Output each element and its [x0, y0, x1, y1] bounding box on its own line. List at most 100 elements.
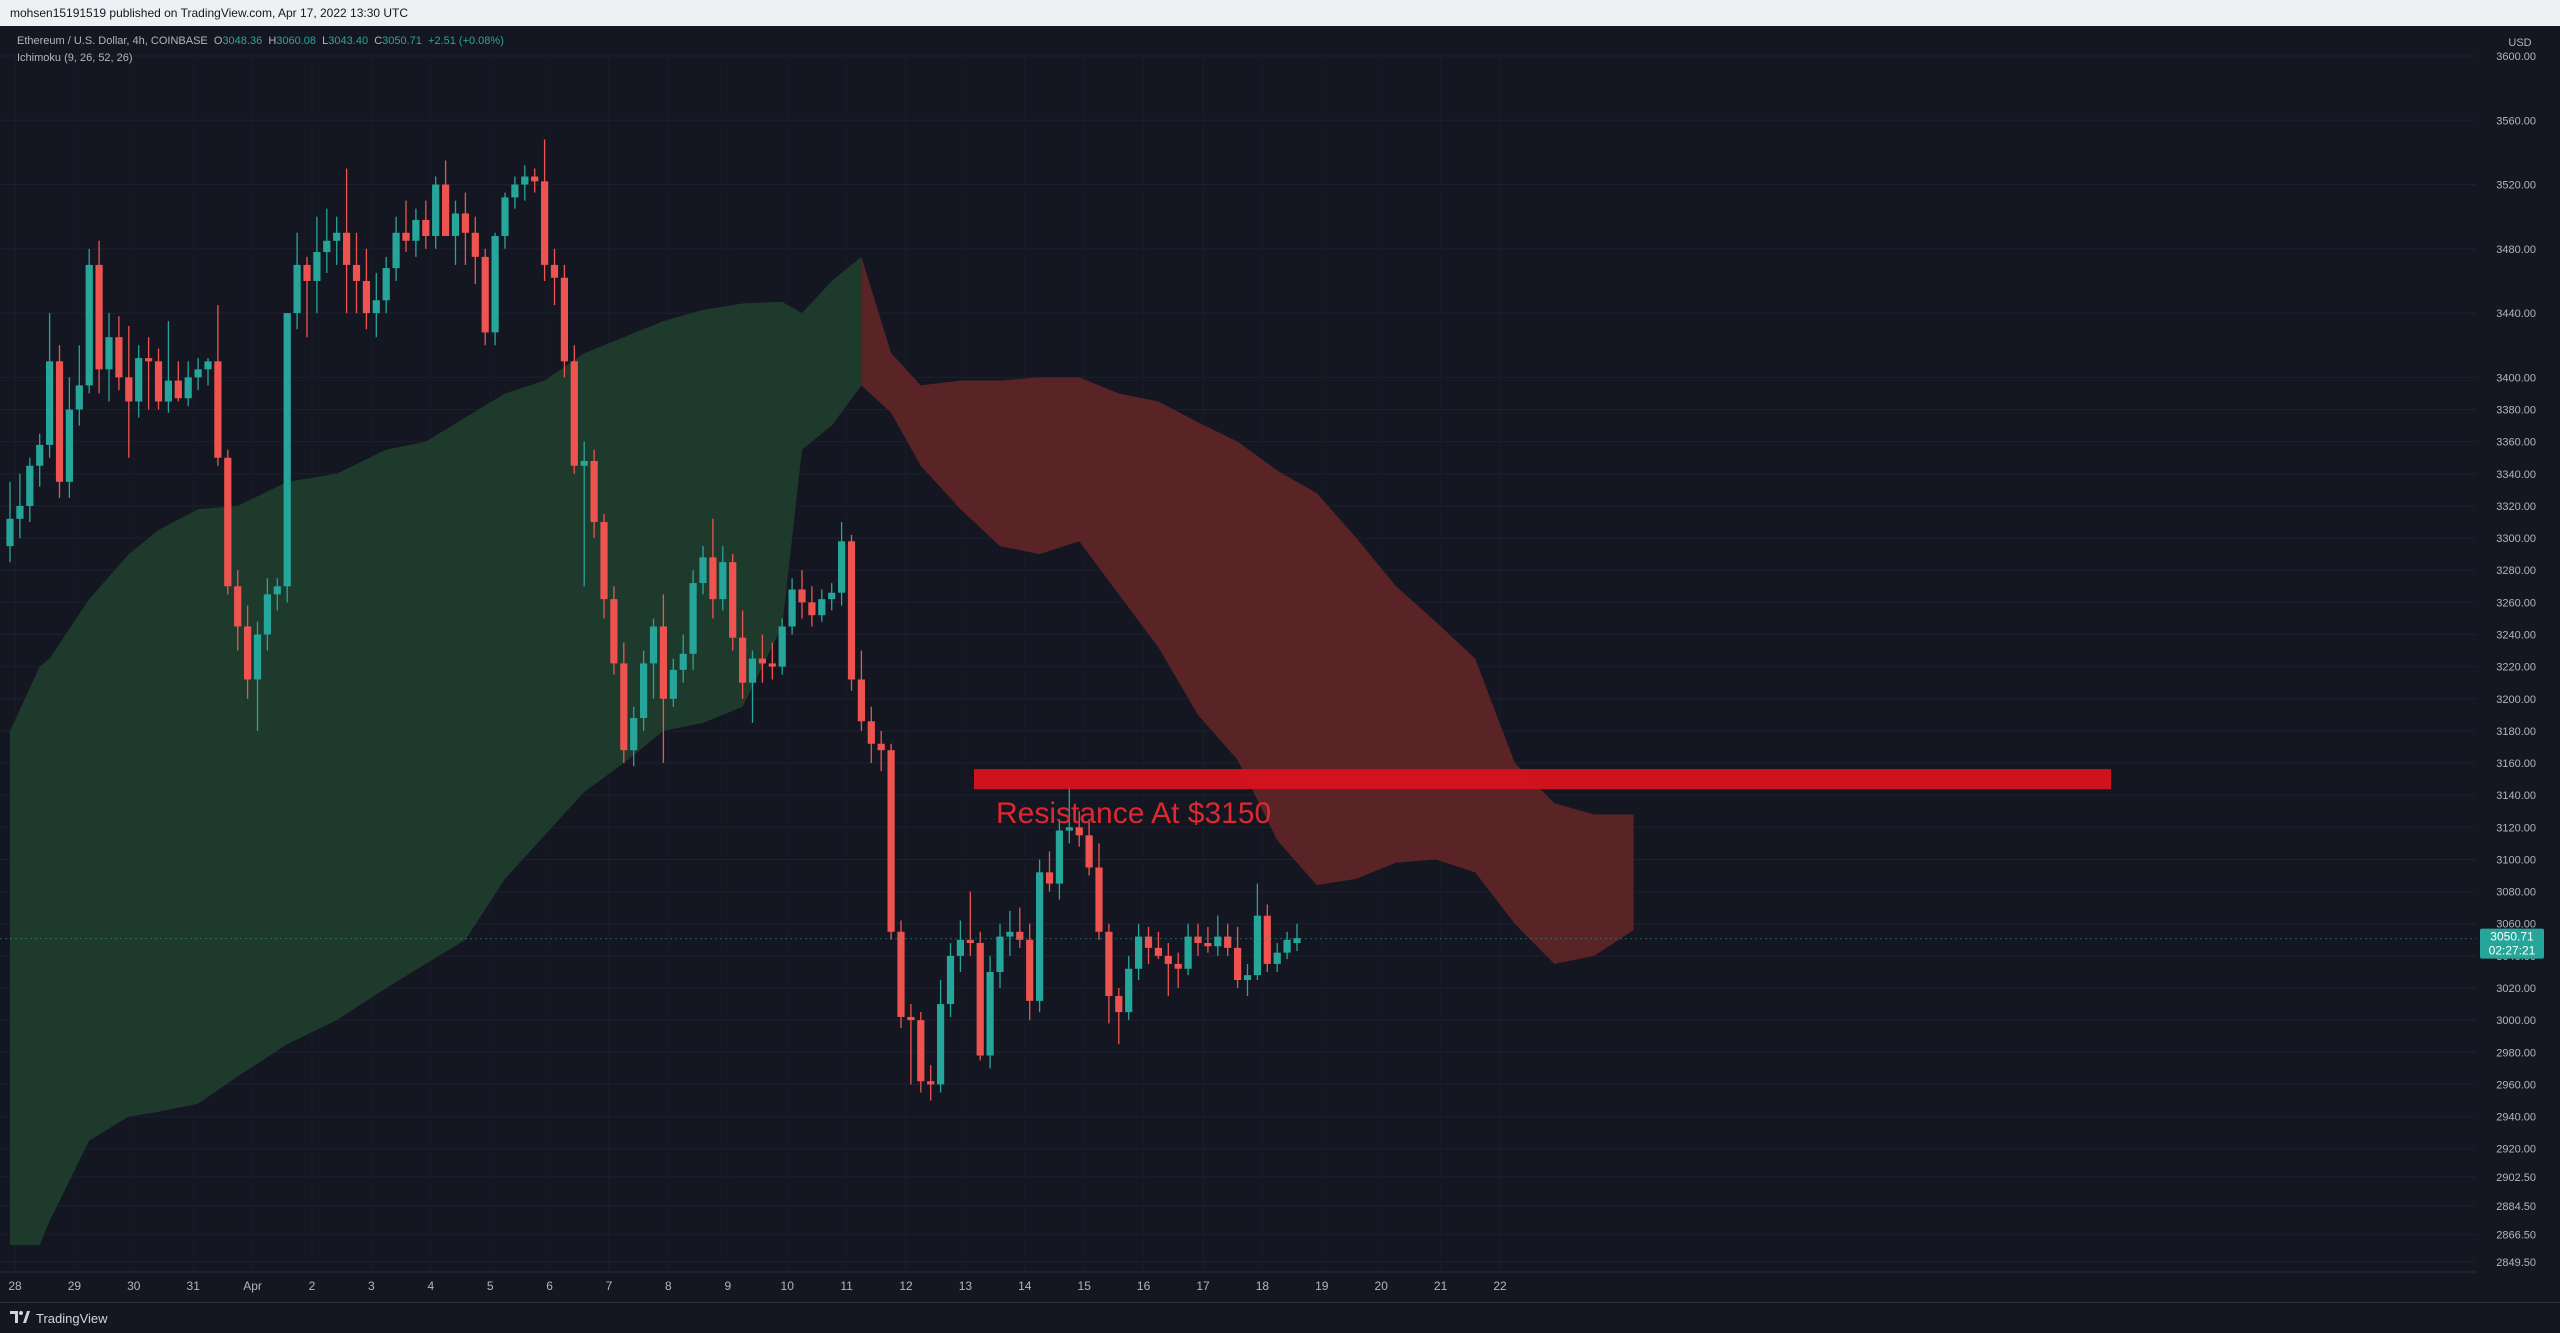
candle-body: [1105, 931, 1113, 997]
candle: [154, 348, 163, 410]
open-value: 3048.36: [222, 35, 263, 47]
candle: [392, 216, 400, 281]
price-axis-bg: [2476, 26, 2560, 1302]
candle: [758, 634, 766, 683]
cloud-bullish: [10, 256, 862, 1246]
time-ticks: 28 29 30 31 Apr 2 3 4 5 6 7 8 9 10 11 12 13 14 15 16 17 18 19 2…: [8, 1279, 1507, 1293]
candle-body: [838, 541, 846, 593]
candle: [125, 325, 133, 458]
price-tick-label: 3320.00: [2496, 501, 2536, 513]
candle: [966, 891, 974, 956]
candle-body: [917, 1020, 925, 1082]
candle: [1243, 963, 1252, 997]
candle-body: [1115, 996, 1123, 1013]
time-tick-label: 22: [1493, 1279, 1507, 1293]
candle-body: [570, 361, 578, 466]
candle-body: [461, 213, 469, 233]
candle: [689, 570, 697, 670]
candle: [105, 313, 113, 402]
price-chart[interactable]: Resistance At $3150 USD 3600.003560.0035…: [0, 26, 2560, 1302]
candle: [1154, 931, 1162, 960]
tradingview-brand[interactable]: TradingView: [10, 1311, 108, 1326]
cloud-bearish: [861, 256, 1634, 964]
candle-body: [828, 592, 836, 600]
price-axis[interactable]: USD 3600.00 3560.00 3520.00 3480.00 3440.00 3…: [2476, 26, 2560, 1302]
candle-body: [333, 232, 341, 241]
chart-legend: Ethereum / U.S. Dollar, 4h, COINBASE O30…: [17, 33, 504, 67]
time-tick-label: 17: [1196, 1279, 1210, 1293]
candle-body: [372, 300, 380, 314]
time-tick-label: 11: [840, 1279, 853, 1293]
candle: [6, 481, 14, 563]
candle: [887, 743, 895, 940]
candle: [1016, 907, 1024, 948]
candle-body: [768, 663, 776, 667]
candle-body: [402, 232, 410, 241]
price-tick-label: 3340.00: [2496, 469, 2536, 481]
candle-body: [600, 522, 608, 600]
candle: [1253, 883, 1261, 980]
candle-body: [877, 743, 885, 751]
candle-body: [511, 184, 519, 198]
candle: [541, 139, 549, 281]
candle-body: [26, 465, 34, 506]
time-tick-label: 13: [959, 1279, 973, 1293]
candle: [1194, 923, 1202, 956]
low-label: L: [322, 35, 329, 47]
time-tick-label: 10: [781, 1279, 795, 1293]
close-label: C: [374, 35, 383, 47]
candle-body: [1016, 931, 1024, 940]
time-tick-label: 2: [309, 1279, 316, 1293]
time-tick-label: 3: [368, 1279, 375, 1293]
brand-name: TradingView: [36, 1311, 108, 1326]
resistance-band[interactable]: [974, 769, 2111, 790]
candle-body: [95, 264, 103, 370]
candle: [135, 345, 143, 418]
candle-body: [748, 658, 757, 683]
candle-body: [867, 721, 875, 744]
candle: [590, 449, 598, 539]
candle: [580, 441, 588, 587]
time-tick-label: 31: [187, 1279, 201, 1293]
candle: [719, 546, 727, 611]
candle: [907, 1004, 915, 1085]
price-tick-label: 3520.00: [2496, 180, 2536, 192]
candle-body: [709, 557, 717, 600]
candle-body: [214, 361, 222, 458]
candle: [1135, 923, 1143, 980]
candle: [283, 313, 291, 603]
candle: [164, 321, 172, 413]
candle: [778, 618, 786, 675]
price-tick-label: 3140.00: [2496, 790, 2536, 802]
time-axis[interactable]: 28 29 30 31 Apr 2 3 4 5 6 7 8 9 10 11 12 13 14 15 16 17 18 19 2…: [0, 1271, 2476, 1293]
candle-body: [293, 264, 301, 314]
price-tick-label: 3240.00: [2496, 629, 2536, 641]
candle-body: [996, 936, 1004, 972]
candle: [343, 168, 351, 314]
candle-body: [560, 277, 568, 362]
indicator-name[interactable]: Ichimoku (9, 26, 52, 26): [17, 52, 133, 64]
price-tick-label: 3600.00: [2496, 51, 2536, 63]
candle-body: [1234, 947, 1242, 980]
candle-body: [1184, 936, 1192, 969]
candle: [55, 345, 64, 498]
candle: [16, 473, 24, 539]
candle: [659, 594, 667, 764]
candle: [26, 457, 34, 523]
price-tick-label: 2940.00: [2496, 1112, 2536, 1124]
candle-body: [1125, 968, 1133, 1013]
candle-body: [1055, 830, 1063, 884]
price-tick-label: 3020.00: [2496, 983, 2536, 995]
candle: [491, 232, 499, 346]
candle: [1026, 923, 1034, 1021]
candle-body: [244, 626, 252, 680]
low-value: 3043.40: [328, 35, 369, 47]
price-tick-label: 3000.00: [2496, 1015, 2536, 1027]
candle: [808, 586, 816, 627]
candle-body: [6, 518, 14, 547]
candle: [927, 1065, 935, 1101]
candles: [6, 139, 1301, 1101]
candle-body: [719, 562, 727, 600]
price-tick-label: 2980.00: [2496, 1047, 2536, 1059]
price-tick-label: 2902.50: [2496, 1172, 2536, 1184]
